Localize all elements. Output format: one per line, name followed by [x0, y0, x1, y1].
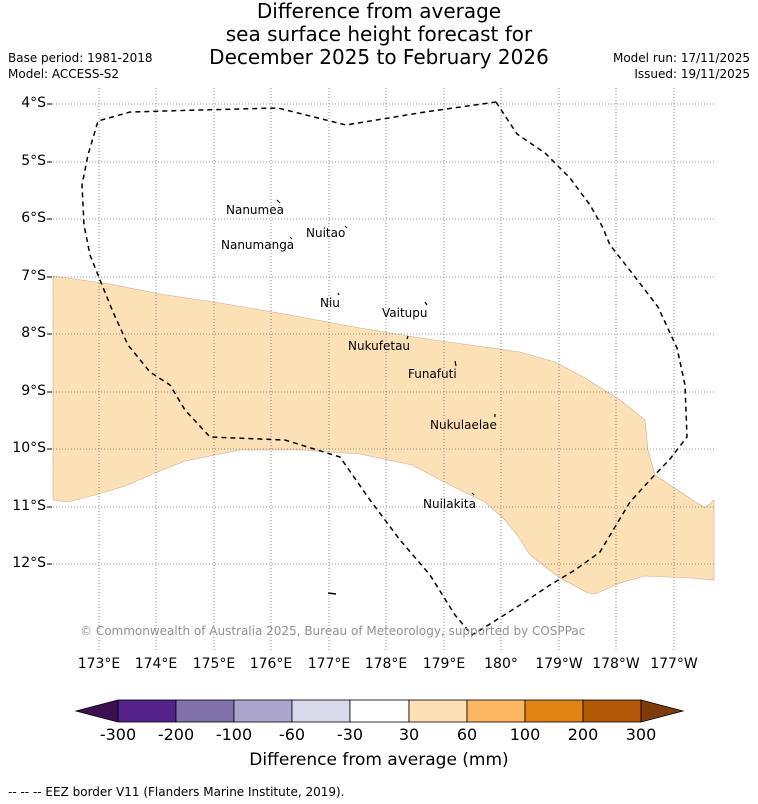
lat-label-8s: 8°S — [21, 325, 46, 341]
eez-legend-note: -- -- -- EEZ border V11 (Flanders Marine… — [8, 785, 345, 799]
island-label-vaitupu: Vaitupu — [382, 306, 428, 320]
lon-label-180: 180° — [484, 656, 518, 672]
lat-label-7s: 7°S — [21, 268, 46, 284]
title-line-3: December 2025 to February 2026 — [209, 45, 549, 69]
island-label-niu: Niu — [320, 296, 340, 310]
colorbar-tick-30: 30 — [398, 725, 420, 744]
lat-label-10s: 10°S — [12, 440, 46, 456]
lat-label-12s: 12°S — [12, 555, 46, 571]
colorbar-tick-m200: -200 — [157, 725, 195, 744]
colorbar-tick-m60: -60 — [278, 725, 306, 744]
reef-mark — [327, 592, 337, 595]
colorbar-tick-60: 60 — [456, 725, 478, 744]
island-marks — [276, 199, 496, 496]
island-label-nukufetau: Nukufetau — [348, 339, 411, 353]
colorbar-title: Difference from average (mm) — [249, 750, 509, 770]
lat-ticks — [47, 103, 52, 565]
lon-label-175e: 175°E — [192, 656, 236, 672]
colorbar-tick-m30: -30 — [336, 725, 364, 744]
lon-label-173e: 173°E — [77, 656, 121, 672]
colorbar-tick-300: 300 — [625, 725, 657, 744]
lon-label-174e: 174°E — [134, 656, 178, 672]
colorbar-tick-m300: -300 — [99, 725, 137, 744]
lon-label-179w: 179°W — [535, 656, 583, 672]
island-label-funafuti: Funafuti — [408, 367, 457, 381]
title-line-2: sea surface height forecast for — [225, 22, 533, 46]
island-label-nuilakita: Nuilakita — [423, 497, 476, 511]
lon-label-176e: 176°E — [249, 656, 293, 672]
island-label-nanumanga: Nanumanga — [221, 238, 295, 252]
lon-label-178w: 178°W — [592, 656, 640, 672]
model-name: Model: ACCESS-S2 — [8, 67, 120, 81]
colorbar — [74, 699, 685, 723]
lat-label-6s: 6°S — [21, 210, 46, 226]
copyright-notice: © Commonwealth of Australia 2025, Bureau… — [80, 624, 586, 638]
island-label-nukulaelae: Nukulaelae — [430, 418, 497, 432]
lon-label-177w: 177°W — [650, 656, 698, 672]
issued-date: Issued: 19/11/2025 — [634, 67, 750, 81]
lat-label-11s: 11°S — [12, 498, 46, 514]
colorbar-tick-200: 200 — [567, 725, 599, 744]
base-period: Base period: 1981-2018 — [8, 51, 153, 65]
colorbar-tick-100: 100 — [509, 725, 541, 744]
title-line-1: Difference from average — [256, 0, 502, 23]
island-label-nuitao: Nuitao — [306, 226, 346, 240]
model-run: Model run: 17/11/2025 — [612, 51, 750, 65]
lon-label-177e: 177°E — [307, 656, 351, 672]
lon-label-179e: 179°E — [422, 656, 466, 672]
island-label-nanumea: Nanumea — [226, 203, 284, 217]
lat-label-9s: 9°S — [21, 383, 46, 399]
colorbar-tick-m100: -100 — [215, 725, 253, 744]
eez-border — [81, 101, 688, 636]
lon-label-178e: 178°E — [364, 656, 408, 672]
anomaly-region — [52, 275, 715, 595]
map-grid — [53, 88, 714, 650]
lat-label-4s: 4°S — [21, 95, 46, 111]
lat-label-5s: 5°S — [21, 153, 46, 169]
